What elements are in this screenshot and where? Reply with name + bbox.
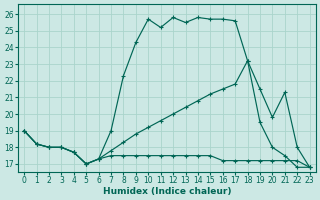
X-axis label: Humidex (Indice chaleur): Humidex (Indice chaleur) (103, 187, 231, 196)
